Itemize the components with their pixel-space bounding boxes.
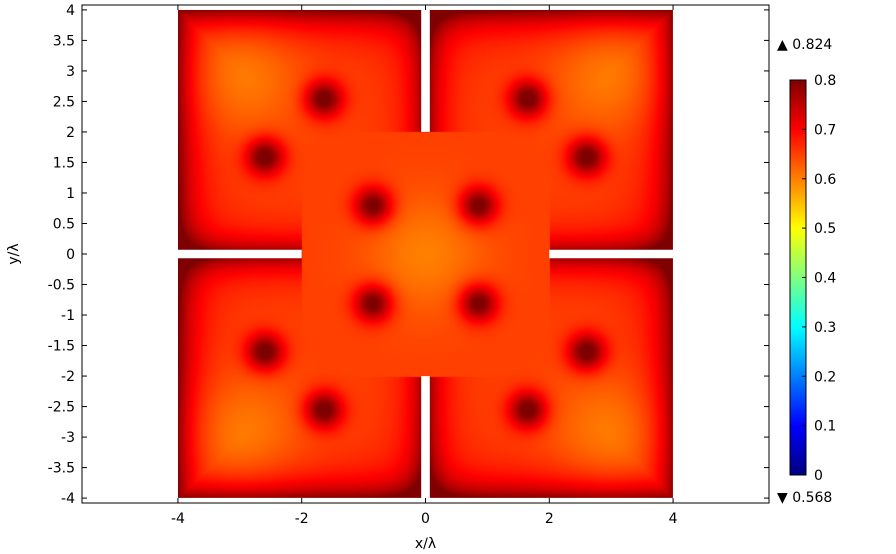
- y-tick-label: -0.5: [48, 278, 75, 294]
- colorbar-tick-label: 0.4: [814, 271, 836, 287]
- x-axis-label: x/λ: [415, 536, 436, 552]
- y-tick-label: -1.5: [48, 339, 75, 355]
- colorbar-max-marker: ▲ 0.824: [777, 37, 832, 53]
- y-tick-label: 3: [66, 64, 75, 80]
- x-tick-label: -2: [295, 511, 309, 527]
- y-tick-label: -2.5: [48, 400, 75, 416]
- y-tick-label: -2: [61, 369, 75, 385]
- y-tick-label: 2: [66, 125, 75, 141]
- colorbar-min-marker: ▼ 0.568: [777, 490, 832, 506]
- y-tick-label: 1.5: [53, 155, 75, 171]
- y-tick-label: -1: [61, 308, 75, 324]
- y-tick-label: 1: [66, 186, 75, 202]
- y-tick-label: -4: [61, 491, 75, 507]
- colorbar-tick-label: 0.2: [814, 369, 836, 385]
- colorbar-tick-label: 0.3: [814, 320, 836, 336]
- colorbar-ticks: 0.8 0.7 0.6 0.5 0.4 0.3 0.2 0.1 0: [802, 73, 836, 484]
- x-axis-ticks: -4 -2 0 2 4: [171, 5, 678, 527]
- x-tick-label: 0: [421, 511, 430, 527]
- y-tick-label: 0: [66, 247, 75, 263]
- x-tick-label: 4: [669, 511, 678, 527]
- x-tick-label: -4: [171, 511, 185, 527]
- colorbar-tick-label: 0.7: [814, 122, 836, 138]
- y-axis-ticks: 4 3.5 3 2.5 2 1.5 1 0.5 0 -0.5 -1 -1.5 -2 -2.5 -3 -3.5 -…: [48, 3, 769, 507]
- y-tick-label: -3: [61, 430, 75, 446]
- colorbar-tick-label: 0.1: [814, 419, 836, 435]
- colorbar-tick-label: 0.5: [814, 221, 836, 237]
- y-tick-label: -3.5: [48, 461, 75, 477]
- x-tick-label: 2: [545, 511, 554, 527]
- colorbar-tick-label: 0.8: [814, 73, 836, 89]
- colorbar-tick-label: 0: [814, 468, 823, 484]
- colorbar-tick-label: 0.6: [814, 172, 836, 188]
- y-tick-label: 3.5: [53, 33, 75, 49]
- y-tick-label: 0.5: [53, 216, 75, 232]
- y-tick-label: 2.5: [53, 94, 75, 110]
- y-tick-label: 4: [66, 3, 75, 19]
- y-axis-label: y/λ: [6, 243, 22, 264]
